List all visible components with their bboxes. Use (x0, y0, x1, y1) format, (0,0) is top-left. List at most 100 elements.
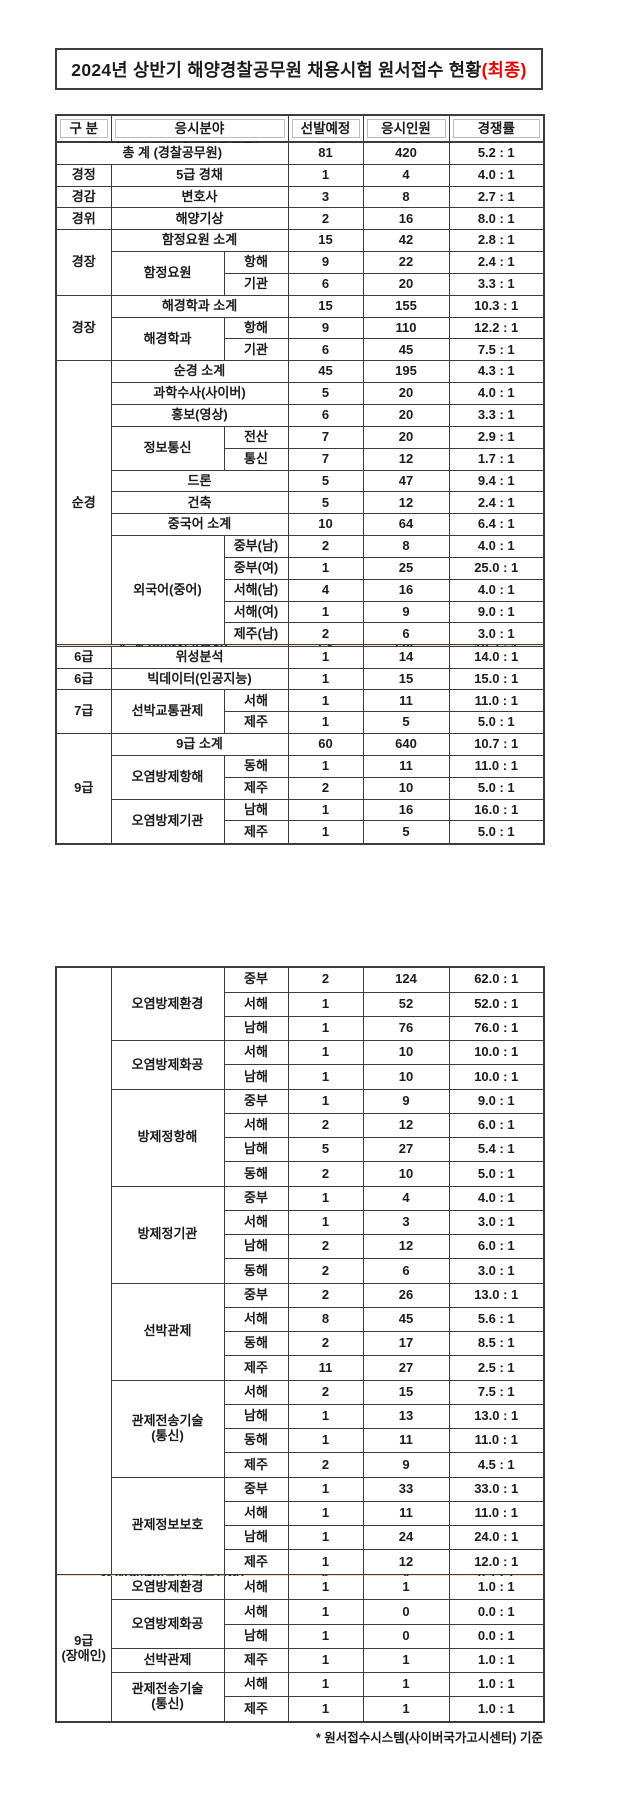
table-cell: 드론 (110, 469, 289, 493)
table-cell: 25 (362, 556, 450, 580)
table-cell: 중부(남) (223, 535, 289, 558)
table-cell: 관제정보보호 (110, 1476, 225, 1575)
table-cell: 남해 (223, 1234, 289, 1260)
table-cell: 함정요원 소계 (110, 229, 289, 253)
table-cell: 685 (362, 644, 450, 647)
table-cell: 남해 (223, 1064, 289, 1090)
table-cell: 16 (362, 798, 450, 822)
column-header: 응시인원 (362, 114, 450, 142)
table-cell: 4 (287, 578, 364, 602)
table-cell: 5 (362, 711, 450, 735)
table-cell: 11 (362, 1500, 450, 1527)
table-cell: 124 (362, 966, 450, 993)
table-cell: 1 (287, 798, 364, 822)
table-cell: 서해 (223, 1379, 289, 1405)
table-cell: 2 (287, 207, 364, 231)
table-cell: 27 (362, 1137, 450, 1163)
table-cell: 64 (287, 644, 364, 647)
table-cell: 오염방제화공 (110, 1599, 225, 1649)
table-cell: 1 (287, 1088, 364, 1114)
table-cell: 1 (287, 689, 364, 713)
table-cell: 1 (287, 556, 364, 580)
table-cell: 4.0 : 1 (448, 382, 545, 406)
table-cell: 155 (362, 294, 450, 318)
table-cell: 1 (362, 1672, 450, 1698)
table-cell: 1 (287, 1064, 364, 1090)
table-cell: 110 (362, 316, 450, 340)
table-cell: 1.0 : 1 (448, 1575, 545, 1601)
table-cell: 1 (287, 1476, 364, 1502)
table-cell: 5 (287, 491, 364, 515)
table-cell: 오염방제항해 (110, 754, 225, 800)
table-cell: 오염방제환경 (110, 1575, 225, 1601)
table-cell: 0.0 : 1 (448, 1623, 545, 1649)
table-cell: 2.8 : 1 (448, 229, 545, 253)
column-header: 선발예정 (287, 114, 364, 142)
table-cell: 동해 (223, 1258, 289, 1284)
table-cell: 3.0 : 1 (448, 1209, 545, 1236)
table-cell: 위성분석 (110, 645, 289, 669)
table-cell: 서해 (223, 1500, 289, 1527)
table-cell: 동해 (223, 1331, 289, 1357)
table-cell: 2.4 : 1 (448, 491, 545, 515)
table-cell: 4.0 : 1 (448, 578, 545, 602)
table-cell: 11 (287, 1355, 364, 1381)
table-cell: 0 (362, 1599, 450, 1625)
table-cell: 서해 (223, 1672, 289, 1698)
table-cell: 중부 (223, 1088, 289, 1114)
table-cell: 1 (287, 991, 364, 1017)
table-cell: 25.0 : 1 (448, 556, 545, 580)
table-cell: 제주 (223, 820, 289, 845)
table-cell: 건축 (110, 491, 289, 515)
table-cell: 제주 (223, 776, 289, 800)
table-cell: 16 (362, 578, 450, 602)
table-cell: 20 (362, 404, 450, 427)
table-cell: 경장 (55, 229, 112, 296)
table-cell: 1 (287, 1525, 364, 1551)
table-cell: 제주 (223, 1696, 289, 1723)
table-cell: 76 (362, 1015, 450, 1042)
table-cell: 9.0 : 1 (448, 600, 545, 624)
table-cell: 서해 (223, 1209, 289, 1236)
application-status-table-main: 구 분응시분야선발예정응시인원경쟁률총계(경찰공무원+일반직공무원)1451,1… (55, 114, 545, 845)
table-cell: 서해(여) (223, 600, 289, 624)
table-cell: 2 (287, 1258, 364, 1284)
table-cell: 서해 (223, 1040, 289, 1066)
table-cell: 20 (362, 382, 450, 406)
table-cell: 10 (362, 1161, 450, 1187)
table-cell: 10.3 : 1 (448, 294, 545, 318)
table-cell: 15 (287, 294, 364, 318)
table-cell: 오염방제환경 (110, 966, 225, 1042)
table-cell: 중국어 소계 (110, 513, 289, 537)
table-cell: 7.5 : 1 (448, 1379, 545, 1405)
table-cell: 2 (287, 776, 364, 800)
table-cell: 33.0 : 1 (448, 1476, 545, 1502)
table-cell: 6 (287, 272, 364, 296)
table-cell: 26 (362, 1282, 450, 1308)
table-cell: 오염방제기관 (110, 798, 225, 845)
table-cell: 1 (287, 754, 364, 778)
table-cell: 33 (362, 1476, 450, 1502)
table-cell: 동해 (223, 754, 289, 778)
table-cell: 6.0 : 1 (448, 1112, 545, 1139)
table-cell: 경감 (55, 185, 112, 209)
table-cell: 4.5 : 1 (448, 1452, 545, 1478)
table-cell: 15.0 : 1 (448, 667, 545, 691)
table-cell: 항해 (223, 316, 289, 340)
table-cell: 9 (287, 251, 364, 274)
table-cell: 52 (362, 991, 450, 1017)
table-cell: 14.0 : 1 (448, 645, 545, 669)
table-cell: 62.0 : 1 (448, 966, 545, 993)
table-cell: 60 (287, 733, 364, 756)
table-cell: 9 (362, 1452, 450, 1478)
table-cell: 5 (287, 1137, 364, 1163)
table-cell: 9.0 : 1 (448, 1088, 545, 1114)
table-cell: 관제전송기술 (통신) (110, 1379, 225, 1478)
table-cell: 외국어(중어) (110, 535, 225, 646)
table-cell: 4.0 : 1 (448, 1185, 545, 1211)
table-cell: 선박교통관제 (110, 689, 225, 735)
table-cell: 15 (287, 229, 364, 253)
table-cell: 서해 (223, 1599, 289, 1625)
table-cell: 195 (362, 360, 450, 384)
table-cell: 11 (362, 754, 450, 778)
